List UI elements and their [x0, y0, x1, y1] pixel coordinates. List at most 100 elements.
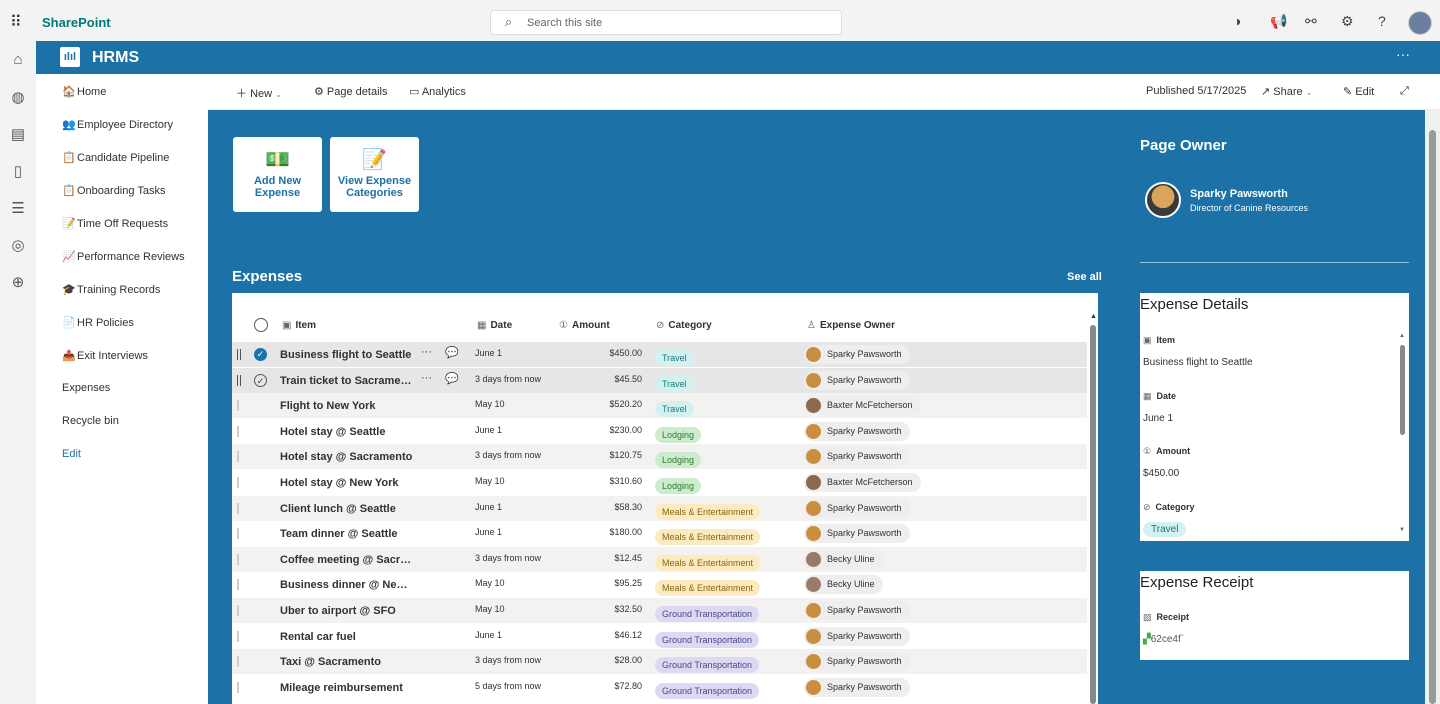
column-header-category[interactable]: ⊘ Category — [656, 320, 712, 331]
home-icon[interactable]: ⌂ — [13, 51, 23, 68]
item-cell[interactable]: Taxi @ Sacramento — [280, 656, 382, 669]
comment-icon[interactable]: 💬 — [445, 347, 459, 359]
share-button[interactable]: ↗ Share ⌄ — [1261, 86, 1313, 98]
column-header-date[interactable]: ▦ Date — [477, 320, 512, 331]
copilot-icon[interactable]: ◑ — [1233, 13, 1242, 29]
add-icon[interactable]: ⊕ — [11, 274, 25, 291]
table-row[interactable]: Rental car fuel June 1 $46.12 Ground Transp… — [232, 624, 1087, 649]
help-icon[interactable]: ? — [1378, 13, 1386, 29]
owner-persona[interactable]: Becky Uline — [804, 575, 883, 595]
item-cell[interactable]: Hotel stay @ New York — [280, 477, 399, 489]
item-cell[interactable]: Hotel stay @ Sacramento — [280, 451, 413, 464]
item-cell[interactable]: Uber to airport @ SFO — [280, 605, 396, 617]
page-details-button[interactable]: ⚙ Page details — [314, 86, 388, 98]
drag-handle[interactable] — [237, 553, 239, 565]
item-cell[interactable]: Business flight to Seattle — [280, 349, 412, 361]
item-cell[interactable]: Coffee meeting @ Sacra... — [280, 553, 415, 566]
analytics-button[interactable]: ▭ Analytics — [409, 86, 466, 98]
megaphone-icon[interactable]: 📢 — [1270, 13, 1288, 29]
more-icon[interactable]: ··· — [1396, 46, 1410, 62]
item-cell[interactable]: Team dinner @ Seattle — [280, 528, 398, 541]
drag-handle[interactable] — [237, 349, 241, 360]
view-expense-categories-tile[interactable]: 📝 View Expense Categories — [330, 137, 419, 212]
drag-handle[interactable] — [237, 477, 239, 488]
nav-item-expenses[interactable]: Expenses — [62, 382, 110, 394]
app-launcher-icon[interactable]: ⠿ — [10, 14, 22, 31]
expand-icon[interactable]: ⤢ — [1400, 85, 1409, 97]
owner-persona[interactable]: Baxter McFetcherson — [804, 473, 921, 492]
news-icon[interactable]: ▤ — [10, 126, 26, 143]
table-row[interactable]: Hotel stay @ New York May 10 $310.60 Lodgin… — [232, 470, 1087, 495]
table-row[interactable]: Flight to New York May 10 $520.20 Travel Bax… — [232, 393, 1087, 419]
edit-button[interactable]: ✎ Edit — [1343, 86, 1375, 98]
item-cell[interactable]: Flight to New York — [280, 400, 376, 413]
owner-persona[interactable]: Sparky Pawsworth — [804, 524, 910, 544]
drag-handle[interactable] — [237, 656, 239, 668]
table-row[interactable]: ✓ Business flight to Seattle ··· 💬 June 1 $45… — [232, 342, 1087, 367]
row-checkbox-checked[interactable]: ✓ — [254, 348, 267, 361]
site-title[interactable]: HRMS — [92, 49, 140, 66]
table-row[interactable]: Mileage reimbursement 5 days from now $72.… — [232, 675, 1087, 700]
drag-handle[interactable] — [237, 681, 239, 693]
row-checkbox[interactable]: ✓ — [254, 373, 267, 387]
column-header-amount[interactable]: ① Amount — [559, 320, 610, 331]
user-avatar[interactable] — [1408, 11, 1432, 35]
table-row[interactable]: Uber to airport @ SFO May 10 $32.50 Ground … — [232, 598, 1087, 623]
item-cell[interactable]: Hotel stay @ Seattle — [280, 425, 386, 438]
comment-icon[interactable]: 💬 — [445, 372, 459, 385]
owner-name[interactable]: Sparky Pawsworth — [1190, 188, 1288, 200]
select-all-checkbox[interactable] — [254, 318, 268, 332]
owner-persona[interactable]: Sparky Pawsworth — [804, 447, 910, 467]
drag-handle[interactable] — [237, 579, 239, 591]
site-logo[interactable]: ılıl — [60, 47, 80, 67]
table-row[interactable]: Hotel stay @ Sacramento 3 days from now $1… — [232, 444, 1087, 470]
more-actions-icon[interactable]: ··· — [421, 346, 432, 358]
drag-handle[interactable] — [237, 502, 239, 514]
item-cell[interactable]: Business dinner @ New Y... — [280, 579, 415, 592]
table-row[interactable]: Business dinner @ New Y... May 10 $95.25 Me… — [232, 572, 1087, 597]
column-header-owner[interactable]: ♙ Expense Owner — [807, 320, 895, 331]
nav-item-exit-interviews[interactable]: 📤Exit Interviews — [62, 349, 148, 362]
table-row[interactable]: Hotel stay @ Seattle June 1 $230.00 Lodging… — [232, 419, 1087, 444]
drag-handle[interactable] — [237, 605, 239, 616]
owner-persona[interactable]: Sparky Pawsworth — [804, 345, 910, 364]
item-cell[interactable]: Rental car fuel — [280, 630, 356, 643]
drag-handle[interactable] — [237, 630, 239, 642]
table-row[interactable]: ✓ Train ticket to Sacramento ··· 💬 3 days fr… — [232, 367, 1087, 393]
file-icon[interactable]: ▯ — [13, 163, 23, 180]
nav-item-hr-policies[interactable]: 📄HR Policies — [62, 316, 134, 329]
nav-item-recycle-bin[interactable]: Recycle bin — [62, 415, 119, 427]
drag-handle[interactable] — [237, 528, 239, 540]
table-row[interactable]: Coffee meeting @ Sacra... 3 days from now… — [232, 546, 1087, 572]
table-row[interactable]: Taxi @ Sacramento 3 days from now $28.00 Gr… — [232, 649, 1087, 675]
nav-item-time-off-requests[interactable]: 📝Time Off Requests — [62, 217, 168, 230]
drag-handle[interactable] — [237, 451, 239, 463]
sharepoint-brand[interactable]: SharePoint — [42, 15, 111, 30]
nav-item-employee-directory[interactable]: 👥Employee Directory — [62, 118, 173, 131]
owner-persona[interactable]: Becky Uline — [804, 549, 883, 569]
nav-item-edit[interactable]: Edit — [62, 448, 81, 460]
see-all-link[interactable]: See all — [1067, 271, 1102, 283]
drag-handle[interactable] — [237, 425, 239, 437]
page-scrollbar[interactable] — [1425, 110, 1440, 704]
column-header-item[interactable]: ▣ Item — [282, 320, 316, 331]
more-actions-icon[interactable]: ··· — [421, 371, 432, 384]
owner-persona[interactable]: Sparky Pawsworth — [804, 601, 910, 620]
gear-icon[interactable]: ⚙ — [1341, 13, 1354, 29]
nav-item-training-records[interactable]: 🎓Training Records — [62, 283, 160, 296]
globe-icon[interactable]: ◍ — [11, 89, 25, 106]
owner-avatar[interactable] — [1145, 182, 1181, 218]
table-row[interactable]: Client lunch @ Seattle June 1 $58.30 Meals … — [232, 495, 1087, 521]
nav-item-performance-reviews[interactable]: 📈Performance Reviews — [62, 250, 185, 263]
owner-persona[interactable]: Sparky Pawsworth — [804, 677, 910, 697]
drag-handle[interactable] — [237, 374, 241, 386]
share-network-icon[interactable]: ⚯ — [1305, 13, 1317, 29]
nav-item-home[interactable]: 🏠Home — [62, 85, 106, 98]
lists-icon[interactable]: ☰ — [11, 200, 25, 217]
owner-persona[interactable]: Sparky Pawsworth — [804, 626, 910, 646]
owner-persona[interactable]: Sparky Pawsworth — [804, 498, 910, 518]
search-input[interactable]: ⌕ Search this site — [490, 10, 842, 35]
details-scrollbar[interactable]: ▲ ▼ — [1399, 333, 1405, 533]
nav-item-candidate-pipeline[interactable]: 📋Candidate Pipeline — [62, 151, 169, 164]
owner-persona[interactable]: Baxter McFetcherson — [804, 396, 921, 416]
